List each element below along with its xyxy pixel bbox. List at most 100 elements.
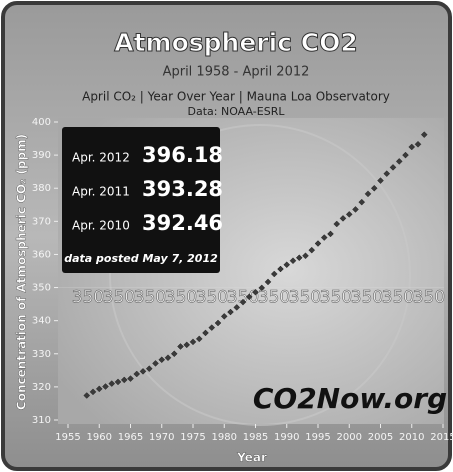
y-tick-label: 320 <box>32 382 51 393</box>
data-point <box>233 304 241 311</box>
data-point <box>170 350 178 358</box>
data-point <box>183 341 191 349</box>
chart-title: Atmospheric CO2 <box>114 28 357 57</box>
data-point <box>214 319 222 327</box>
reference-label: 350 <box>320 288 352 308</box>
source: Data: NOAA-ESRL <box>188 105 286 118</box>
data-point <box>195 335 203 343</box>
data-point <box>277 265 284 273</box>
data-point <box>327 230 334 238</box>
x-axis-label: Year <box>236 451 267 465</box>
data-point <box>114 378 122 386</box>
reference-label: 350 <box>134 288 166 308</box>
data-point <box>352 206 359 213</box>
data-point <box>189 338 197 346</box>
callout-label: Apr. 2010 <box>72 219 130 233</box>
callout-value: 396.18 <box>142 143 223 167</box>
data-point <box>370 184 378 192</box>
watermark: CO2Now.org <box>253 382 447 415</box>
data-point <box>83 392 91 399</box>
data-point <box>120 376 128 384</box>
x-tick-label: 1995 <box>305 432 330 443</box>
data-point <box>133 370 141 378</box>
x-tick-label: 1965 <box>118 432 143 443</box>
globe-decoration <box>109 124 411 426</box>
data-point <box>89 388 97 396</box>
data-point <box>283 261 291 268</box>
data-point <box>145 365 153 372</box>
x-tick-label: 1985 <box>243 432 268 443</box>
data-point <box>252 288 259 296</box>
y-tick-label: 400 <box>32 117 51 128</box>
subtitle: April 1958 - April 2012 <box>163 65 310 80</box>
header: April CO₂ | Year Over Year | Mauna Loa O… <box>82 90 390 104</box>
data-point <box>108 380 116 387</box>
data-point <box>333 220 341 228</box>
data-point <box>420 131 428 138</box>
data-point <box>295 254 303 262</box>
data-point <box>289 257 297 265</box>
data-point <box>95 385 103 393</box>
data-point <box>208 324 216 331</box>
data-point <box>314 240 322 247</box>
data-point <box>264 278 272 286</box>
callout-bg <box>62 127 220 273</box>
reference-label: 350 <box>382 288 414 308</box>
callout-value: 392.46 <box>142 211 223 235</box>
reference-label: 350 <box>165 288 197 308</box>
x-tick-label: 1990 <box>274 432 299 443</box>
data-point <box>339 215 347 222</box>
data-point <box>227 308 234 316</box>
callout-label: Apr. 2012 <box>72 151 130 165</box>
reference-label: 350 <box>258 288 290 308</box>
data-point <box>414 140 422 148</box>
y-tick-label: 330 <box>32 349 51 360</box>
reference-label: 350 <box>351 288 383 308</box>
data-point <box>308 246 316 254</box>
data-point <box>202 329 209 337</box>
data-point <box>152 360 159 367</box>
data-point <box>358 198 366 206</box>
x-tick-label: 1975 <box>180 432 205 443</box>
x-tick-label: 1955 <box>55 432 80 443</box>
reference-label: 350 <box>103 288 135 308</box>
data-point <box>239 298 247 306</box>
y-tick-label: 350 <box>32 283 51 294</box>
x-tick-label: 2010 <box>399 432 424 443</box>
y-axis-label: Concentration of Atmospheric CO₂ (ppm) <box>15 134 29 410</box>
data-point <box>220 313 228 320</box>
x-tick-label: 1980 <box>212 432 237 443</box>
callout-box: Apr. 2012 396.18 Apr. 2011 393.28 Apr. 2010 3… <box>62 127 223 273</box>
data-point <box>320 234 328 241</box>
x-tick-label: 1960 <box>87 432 112 443</box>
x-tick-label: 2015 <box>430 432 453 443</box>
data-point <box>389 164 397 171</box>
reference-label: 350 <box>196 288 228 308</box>
reference-label: 350 <box>72 288 104 308</box>
data-point <box>270 270 278 278</box>
x-tick-label: 1970 <box>149 432 174 443</box>
data-point <box>377 177 384 184</box>
y-tick-label: 310 <box>32 415 51 426</box>
callout-value: 393.28 <box>142 177 223 201</box>
data-point <box>402 151 409 159</box>
y-tick-label: 380 <box>32 183 51 194</box>
reference-label: 350 <box>289 288 321 308</box>
y-tick-label: 370 <box>32 216 51 227</box>
x-tick-label: 2000 <box>337 432 362 443</box>
x-tick-label: 2005 <box>368 432 393 443</box>
y-tick-label: 390 <box>32 150 51 161</box>
data-point <box>158 356 166 364</box>
data-point <box>302 252 309 260</box>
data-point <box>364 190 372 198</box>
callout-label: Apr. 2011 <box>72 185 130 199</box>
data-point <box>164 354 172 362</box>
y-tick-label: 360 <box>32 249 51 260</box>
data-point <box>258 284 266 292</box>
data-point <box>139 368 147 375</box>
data-point <box>245 293 253 301</box>
y-tick-label: 340 <box>32 316 51 327</box>
callout-note: data posted May 7, 2012 <box>64 252 218 265</box>
